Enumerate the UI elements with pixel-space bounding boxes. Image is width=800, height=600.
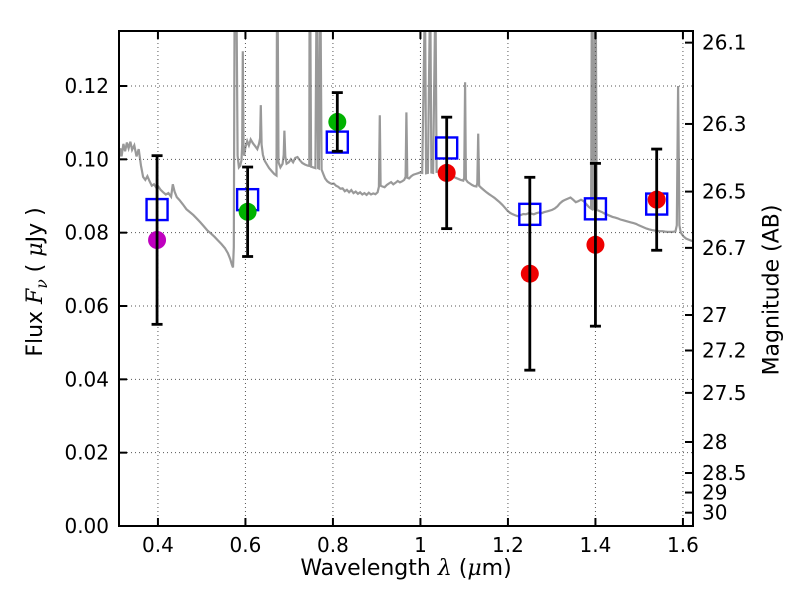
tick-label: 0.10 — [64, 147, 109, 171]
tick-labels: 0.4 0.6 0.8 1 1.2 1.4 1.6 0.00 0.02 0.04 0.06 0.08 0… — [64, 31, 746, 557]
flux-label-paren: ( — [22, 256, 48, 280]
tick-label: 0.6 — [230, 533, 262, 557]
mu-symbol-flux: μ — [22, 242, 48, 257]
tick-label: 0.4 — [142, 533, 174, 557]
y-axis-label-magnitude: Magnitude (AB) — [760, 205, 785, 376]
tick-label: 0.00 — [64, 514, 109, 538]
magnitude-label-text: Magnitude (AB) — [759, 204, 785, 376]
x-axis-label-paren: ( — [451, 556, 468, 581]
mu-symbol: μ — [467, 556, 482, 581]
x-axis-label: Wavelength λ (μm) — [300, 556, 511, 581]
tick-label: 27 — [702, 303, 727, 327]
nu-subscript: ν — [33, 279, 52, 289]
tick-label: 0.04 — [64, 367, 109, 391]
flux-label-text: Flux — [22, 303, 48, 357]
tick-label: 1.6 — [667, 533, 699, 557]
tick-label: 1.2 — [492, 533, 524, 557]
flux-label-unit: Jy ) — [22, 207, 48, 243]
tick-label: 27.5 — [702, 381, 747, 405]
tick-label: 27.2 — [702, 339, 747, 363]
tick-label: 30 — [702, 501, 727, 525]
tick-label: 28 — [702, 430, 727, 454]
tick-label: 1.4 — [580, 533, 612, 557]
tick-label: 0.02 — [64, 441, 109, 465]
tick-label: 0.06 — [64, 294, 109, 318]
tick-label: 0.12 — [64, 74, 109, 98]
y-axis-label-flux: Flux Fν ( μJy ) — [23, 207, 51, 356]
tick-label: 26.5 — [702, 180, 747, 204]
tick-label: 0.08 — [64, 221, 109, 245]
tick-label: 26.3 — [702, 112, 747, 136]
lambda-symbol: λ — [437, 556, 452, 581]
gridlines — [119, 31, 693, 526]
tick-label: 28.5 — [702, 461, 747, 485]
x-axis-label-text: Wavelength — [300, 556, 438, 581]
tick-label: 1 — [414, 533, 427, 557]
x-axis-label-unit: m) — [481, 556, 512, 581]
spectrum-line — [119, 31, 693, 268]
tick-label: 0.8 — [317, 533, 349, 557]
tick-label: 26.1 — [702, 31, 747, 55]
tick-label: 26.7 — [702, 236, 747, 260]
flux-symbol: F — [22, 288, 48, 304]
axes-box — [118, 30, 694, 527]
tick-marks — [119, 31, 693, 527]
error-bars — [151, 91, 663, 372]
tick-label: 29 — [702, 481, 727, 505]
